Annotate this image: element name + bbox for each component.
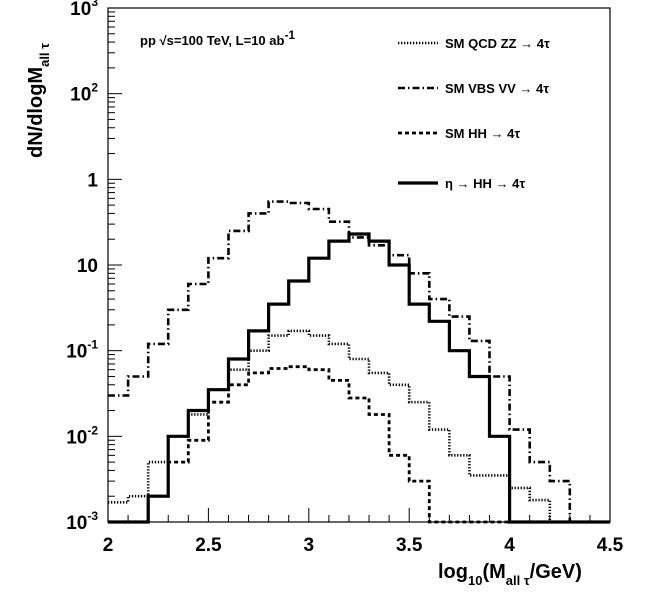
series-line: [108, 329, 610, 524]
series-line: [108, 232, 610, 524]
x-tick-label: 3.5: [396, 535, 423, 556]
y-tick-label: 10-3: [66, 509, 98, 534]
x-tick-label: 4: [504, 535, 515, 556]
axis-ticks: 2 2.5 3 3.5 4 4.5 103 102 1 10 10-1 10-2 10-3: [66, 0, 623, 556]
x-tick-label: 4.5: [597, 535, 624, 556]
y-tick-label: 102: [70, 81, 98, 106]
x-tick-label: 3: [304, 535, 315, 556]
info-label: pp √s=100 TeV, L=10 ab-1: [140, 28, 295, 48]
y-tick-label: 10: [77, 256, 98, 277]
series-line: [108, 365, 610, 524]
legend-label: SM VBS VV → 4τ: [445, 81, 549, 96]
x-axis-title: log10(Mall τ/GeV): [438, 561, 582, 588]
legend-label: SM HH → 4τ: [445, 126, 520, 141]
legend: SM QCD ZZ → 4τ SM VBS VV → 4τ SM HH → 4τ η …: [398, 36, 550, 191]
y-tick-label: 1: [87, 170, 98, 191]
y-tick-label: 10-2: [66, 423, 98, 448]
y-axis-title: dN/dlogMall τ: [25, 43, 52, 158]
legend-label: η → HH → 4τ: [445, 176, 525, 191]
x-tick-label: 2.5: [195, 535, 222, 556]
y-tick-label: 103: [70, 0, 98, 20]
x-tick-label: 2: [103, 535, 114, 556]
y-tick-label: 10-1: [66, 338, 98, 363]
legend-label: SM QCD ZZ → 4τ: [445, 36, 550, 51]
series-layer: [108, 200, 610, 524]
series-line: [108, 200, 610, 524]
